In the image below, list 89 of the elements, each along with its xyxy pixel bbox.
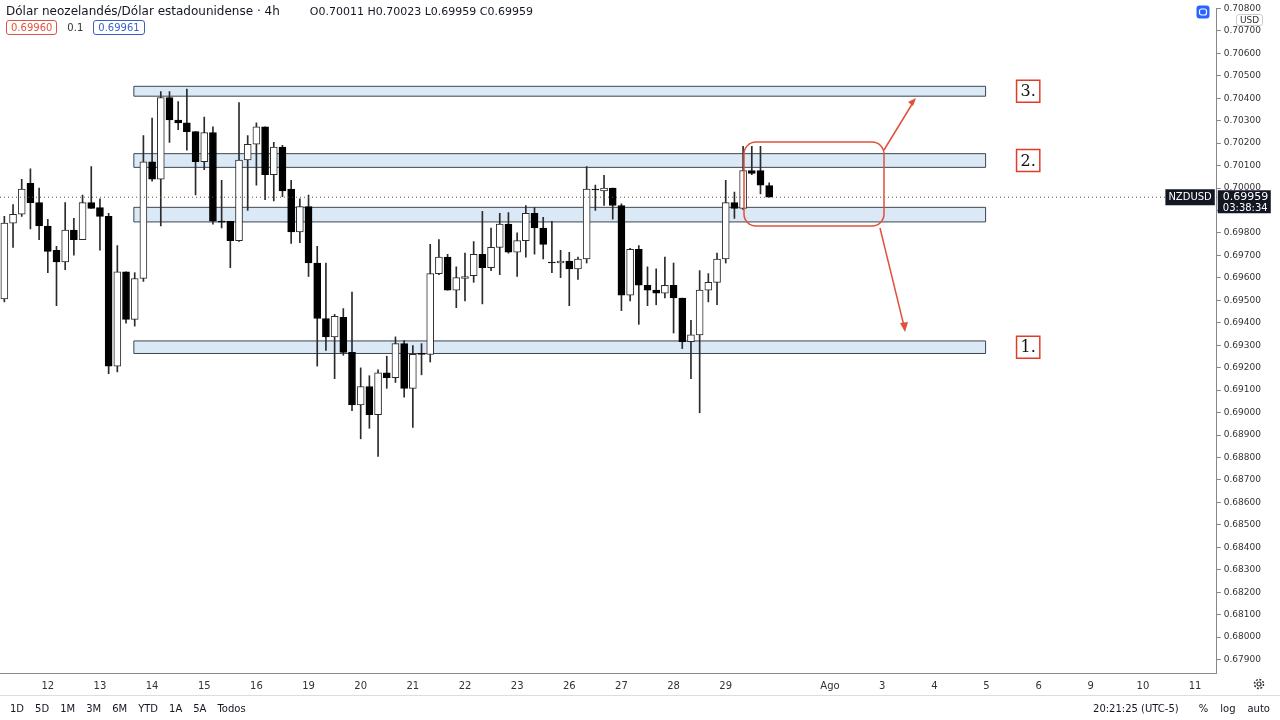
candlestick — [9, 204, 17, 248]
y-tick-label: 0.68800 — [1223, 451, 1262, 462]
text: Todos — [217, 703, 246, 714]
y-tick-label: 0.70700 — [1223, 25, 1262, 36]
y-tick-label: 0.68400 — [1223, 541, 1262, 552]
x-tick-label: 27 — [615, 679, 628, 691]
y-tick-label: 0.68600 — [1223, 496, 1262, 507]
x-tick-label: 21 — [406, 679, 420, 691]
candlestick — [687, 319, 695, 379]
y-tick-label: 0.69400 — [1223, 317, 1262, 328]
x-tick-label: 22 — [458, 679, 472, 691]
y-tick-label: 0.68200 — [1223, 586, 1262, 597]
candlestick — [661, 256, 669, 299]
candlestick — [382, 355, 391, 389]
band-label: 2. — [1020, 150, 1036, 170]
text: auto — [1247, 703, 1270, 714]
y-tick-label: 0.69100 — [1223, 384, 1262, 395]
text: 6M — [112, 703, 128, 714]
x-tick-label: 29 — [719, 679, 733, 691]
candlestick — [87, 166, 96, 209]
y-tick-label: 0.69800 — [1223, 227, 1262, 238]
candlestick — [183, 88, 191, 151]
y-tick-label: 0.69300 — [1223, 339, 1262, 350]
text: 20:21:25 (UTC-5) — [1093, 703, 1179, 714]
candlestick — [96, 198, 104, 251]
text: log — [1220, 703, 1236, 714]
x-tick-label: 23 — [510, 679, 524, 691]
band-label: 3. — [1020, 81, 1036, 101]
y-tick-label: 0.68100 — [1223, 608, 1262, 619]
x-tick-label: 12 — [41, 679, 55, 691]
annotation: NZDUSD — [1168, 190, 1213, 202]
band-label: 1. — [1020, 337, 1036, 357]
x-tick-label: 14 — [145, 679, 159, 691]
y-tick-label: 0.70100 — [1223, 159, 1262, 170]
y-tick-label: 0.68300 — [1223, 564, 1262, 575]
x-tick-label: 20 — [354, 679, 368, 691]
x-tick-label: 28 — [667, 679, 680, 691]
candlestick — [548, 220, 556, 273]
y-tick-label: 0.70500 — [1223, 70, 1262, 81]
y-tick-label: 0.67900 — [1223, 653, 1262, 664]
y-tick-label: 0.69000 — [1223, 406, 1262, 417]
x-tick-label: 19 — [302, 679, 315, 691]
text: 1M — [60, 703, 76, 714]
x-tick-label: 9 — [1087, 679, 1094, 691]
text: 5D — [35, 703, 50, 714]
annotation: 0.69961 — [93, 20, 145, 35]
candlestick — [747, 145, 756, 175]
y-axis-title: USD — [1236, 14, 1264, 26]
x-tick-label: 11 — [1188, 679, 1202, 691]
candlestick — [565, 251, 574, 306]
x-tick-label: Ago — [820, 679, 840, 691]
chart-subtitle: O0.70011 H0.70023 L0.69959 C0.69959 — [309, 5, 533, 18]
y-tick-label: 0.70000 — [1223, 182, 1262, 193]
text: % — [1198, 703, 1209, 714]
annotation: 0.1 — [66, 21, 85, 34]
x-tick-label: 4 — [931, 679, 938, 691]
y-tick-label: 0.70200 — [1223, 137, 1262, 148]
y-tick-label: 0.68700 — [1223, 474, 1262, 485]
y-tick-label: 0.69500 — [1223, 294, 1262, 305]
y-tick-label: 0.68500 — [1223, 519, 1262, 530]
y-tick-label: 0.68000 — [1223, 631, 1262, 642]
y-tick-label: 0.70800 — [1223, 2, 1262, 13]
x-tick-label: 16 — [250, 679, 263, 691]
ref-line-label: 0.69959 — [1222, 190, 1269, 204]
x-tick-label: 6 — [1035, 679, 1042, 691]
candlestick — [243, 135, 252, 211]
x-tick-label: 26 — [562, 679, 576, 691]
y-tick-label: 0.69700 — [1223, 249, 1262, 260]
y-tick-label: 0.69600 — [1223, 272, 1262, 283]
text: 3M — [86, 703, 102, 714]
text: 1D — [10, 703, 25, 714]
x-tick-label: 5 — [983, 679, 990, 691]
text: YTD — [138, 703, 159, 714]
chart-title: Dólar neozelandés/Dólar estadounidense · 4h — [6, 4, 280, 18]
candlestick — [322, 262, 330, 351]
y-tick-label: 0.70600 — [1223, 47, 1262, 58]
text: 1A — [169, 703, 183, 714]
text: 03:38:34 — [1222, 201, 1268, 213]
x-tick-label: 3 — [878, 679, 886, 691]
x-tick-label: 13 — [93, 679, 107, 691]
x-tick-label: 15 — [197, 679, 211, 691]
candlestick — [461, 252, 469, 302]
y-tick-label: 0.70300 — [1223, 115, 1262, 126]
y-tick-label: 0.70400 — [1223, 92, 1262, 103]
annotation: 0.69960 — [6, 20, 58, 35]
text: 5A — [193, 703, 207, 714]
x-tick-label: 10 — [1136, 679, 1150, 691]
y-tick-label: 0.69200 — [1223, 361, 1262, 372]
y-tick-label: 0.68900 — [1223, 429, 1262, 440]
